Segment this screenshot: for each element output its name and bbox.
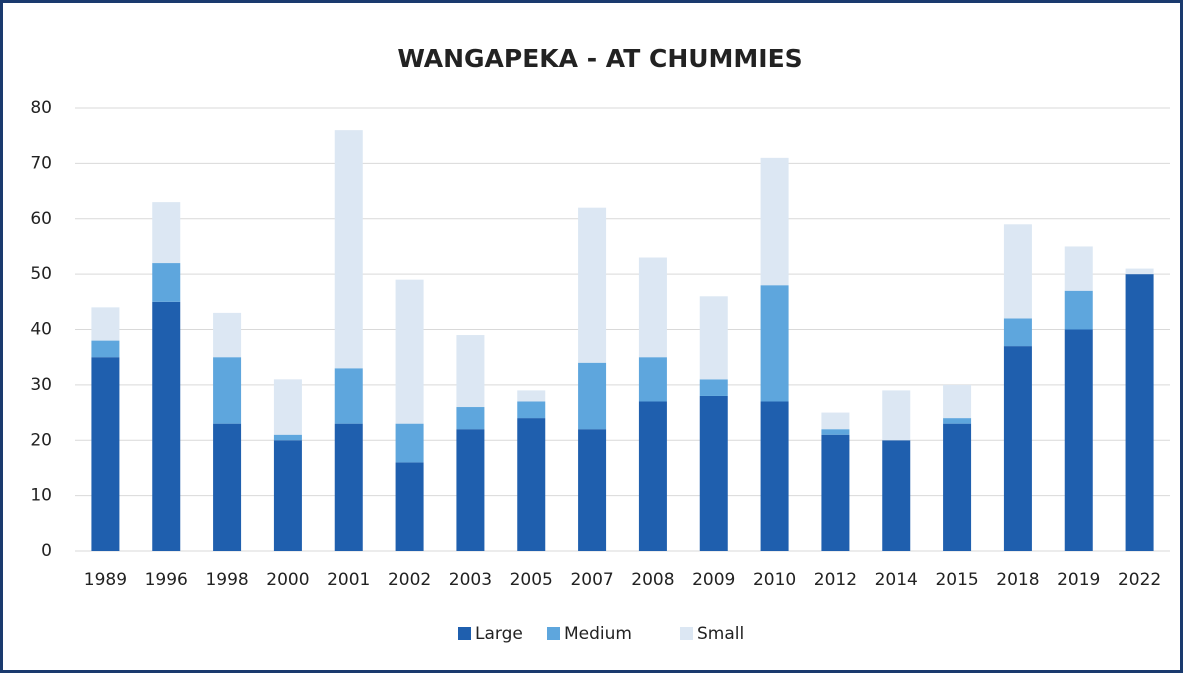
x-tick-label: 2019 [1057,570,1100,590]
bar-segment [578,429,607,551]
bar-segment [334,423,363,551]
bar-segment [638,401,667,551]
bar-segment [699,379,728,396]
x-tick-label: 2009 [692,570,735,590]
bar-segment [152,263,181,302]
bar-segment [273,379,302,435]
y-tick-label: 50 [30,264,52,284]
bar-segment [760,157,789,286]
bar-segment [1064,329,1093,551]
bar-segment [91,307,120,341]
bar-segment [273,440,302,551]
x-tick-label: 2015 [935,570,978,590]
bar-segment [213,312,242,358]
bar-segment [699,395,728,551]
x-tick-label: 2014 [875,570,918,590]
bar-segment [1125,268,1154,275]
bar-segment [456,429,485,551]
bar-segment [517,401,546,419]
bar-segment [882,390,911,441]
bar-segment [517,390,546,402]
y-tick-label: 10 [30,486,52,506]
bar-segment [395,279,424,424]
bar-segment [1064,290,1093,330]
legend-label: Large [475,624,523,644]
x-tick-label: 2001 [327,570,370,590]
bar-segment [456,407,485,430]
x-tick-label: 2008 [631,570,674,590]
bar-segment [334,130,363,369]
bar-segment [699,296,728,380]
y-tick-label: 80 [30,98,52,118]
bar-segment [821,412,850,430]
bar-segment [91,340,120,358]
legend-label: Small [697,624,744,644]
bar-segment [152,301,181,551]
y-tick-label: 20 [30,430,52,450]
bar-segment [273,434,302,441]
bar-segment [943,384,972,419]
bar-segment [1125,274,1154,551]
bar-segment [1003,318,1032,347]
legend-swatch [547,627,560,640]
bar-segment [578,362,607,430]
x-tick-label: 1998 [205,570,248,590]
bar-segment [882,440,911,551]
bar-segment [213,357,242,424]
x-tick-label: 1996 [145,570,188,590]
bar-segment [821,429,850,435]
x-tick-label: 2010 [753,570,796,590]
x-tick-label: 2022 [1118,570,1161,590]
x-tick-label: 2005 [510,570,553,590]
bar-segment [334,368,363,424]
y-tick-label: 30 [30,375,52,395]
y-tick-label: 0 [41,541,52,561]
x-tick-label: 2000 [266,570,309,590]
bar-segment [578,207,607,363]
legend-swatch [680,627,693,640]
bar-segment [1003,346,1032,551]
bar-segment [213,423,242,551]
x-tick-label: 1989 [84,570,127,590]
x-tick-label: 2003 [449,570,492,590]
bar-segment [943,418,972,424]
bar-segment [91,357,120,551]
bar-segment [638,257,667,358]
bar-segment [152,202,181,264]
legend-swatch [458,627,471,640]
bar-segment [456,335,485,408]
bar-segment [943,423,972,551]
y-tick-label: 40 [30,320,52,340]
x-tick-label: 2018 [996,570,1039,590]
y-tick-label: 60 [30,209,52,229]
bar-segment [760,285,789,402]
bar-segment [1064,246,1093,291]
bar-segment [760,401,789,551]
bar-segment [395,462,424,551]
bar-segment [1003,224,1032,319]
x-tick-label: 2002 [388,570,431,590]
bar-segment [638,357,667,402]
bar-segment [821,434,850,551]
y-tick-label: 70 [30,153,52,173]
bar-segment [395,423,424,463]
bar-segment [517,418,546,551]
x-tick-label: 2012 [814,570,857,590]
chart-title: WANGAPEKA - AT CHUMMIES [397,44,802,73]
x-tick-label: 2007 [570,570,613,590]
legend-label: Medium [564,624,632,644]
